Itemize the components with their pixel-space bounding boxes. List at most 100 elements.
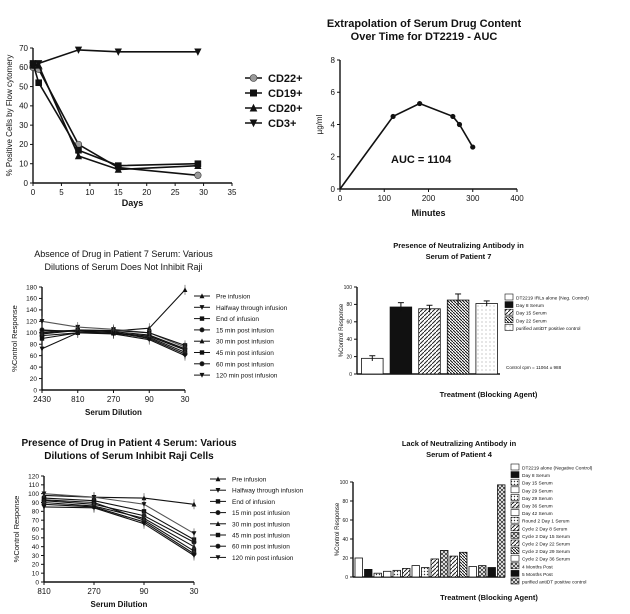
data-point (191, 553, 197, 559)
y-tick-label: 60 (346, 320, 352, 326)
data-point (194, 161, 202, 169)
y-tick-label: 0 (33, 387, 37, 394)
y-tick-label: 30 (32, 553, 40, 560)
chart-patient4-dilution: Presence of Drug in Patient 4 Serum: Var… (12, 438, 304, 609)
y-tick-label: 100 (28, 491, 39, 498)
legend-marker (215, 532, 221, 538)
data-point (182, 353, 188, 359)
chart-patient7-antibody: Presence of Neutralizing Antibody in Seru… (339, 241, 589, 399)
x-axis-title: Treatment (Blocking Agent) (440, 390, 538, 399)
chart-patient7-dilution: Absence of Drug in Patient 7 Serum: Vari… (10, 249, 288, 417)
x-tick-label: 2430 (33, 395, 51, 404)
y-tick-label: 80 (346, 302, 352, 308)
x-tick-label: 400 (510, 194, 524, 203)
y-tick-label: 20 (19, 140, 28, 149)
legend-label: Day 8 Serum (522, 473, 550, 479)
legend-swatch (510, 524, 520, 532)
y-axis-title: %Control Response (12, 496, 21, 563)
legend-label: Cycle 2 Day 22 Serum (522, 542, 570, 548)
legend-label: Day 22 Serum (516, 318, 547, 324)
legend-label: Day 29 Serum (522, 488, 553, 494)
legend-label: DT2219 alone (Negative Control) (522, 466, 593, 472)
y-tick-label: 0 (35, 579, 39, 586)
series-line (339, 102, 474, 190)
y-tick-label: 80 (342, 499, 348, 505)
chart-title-line: Presence of Neutralizing Antibody in (393, 241, 524, 250)
legend-label: Halfway through infusion (232, 488, 304, 495)
legend-label: Day 8 Serum (516, 303, 544, 309)
bar (459, 551, 468, 578)
y-tick-label: 50 (19, 82, 28, 91)
y-tick-label: 80 (30, 341, 38, 348)
x-tick-label: 90 (145, 395, 154, 404)
y-tick-label: 80 (32, 509, 40, 516)
data-point (390, 113, 396, 120)
legend-swatch (510, 486, 520, 494)
data-point (39, 336, 45, 341)
series-line (43, 494, 195, 505)
legend-label: DT2219 IRLs alone (Neg. Control) (516, 296, 589, 302)
chart-title-line: Serum of Patient 7 (426, 252, 492, 261)
data-point (141, 495, 147, 501)
chart-title-line: Lack of Neutralizing Antibody in (402, 439, 517, 448)
legend-label: purified antiDT positive control (522, 580, 586, 586)
x-tick-label: 20 (142, 188, 151, 197)
y-tick-label: 20 (342, 556, 348, 562)
legend-swatch (504, 293, 514, 301)
chart-title-line: Over Time for DT2219 - AUC (351, 31, 498, 43)
auc-annotation: AUC = 1104 (391, 154, 452, 166)
y-tick-label: 20 (30, 376, 38, 383)
chart-flow-cytometry: 0 10 20 30 40 50 60 70 0 5 10 15 20 25 30 35 Days % Posit… (5, 44, 303, 208)
y-tick-label: 40 (346, 337, 352, 343)
y-axis-title: %Control Response (10, 305, 19, 372)
bar (468, 566, 477, 578)
legend-swatch (504, 308, 514, 316)
legend-label: 45 min post infusion (232, 533, 290, 540)
bar (440, 550, 449, 578)
series-line (43, 503, 195, 555)
bar (421, 567, 430, 578)
legend-label: Cycle 2 Day 29 Serum (522, 549, 570, 555)
x-tick-label: 270 (87, 587, 101, 596)
control-note: Control cpm = 11064 ± 988 (506, 365, 562, 370)
data-point (182, 287, 188, 293)
legend-label: purified antiDT positive control (516, 326, 580, 332)
legend-marker (215, 510, 221, 516)
y-axis-title: %Control Response (335, 502, 341, 556)
legend-label: 60 min post infusion (216, 361, 274, 368)
legend-swatch (510, 570, 520, 577)
x-tick-label: 10 (85, 188, 94, 197)
series-line (32, 66, 198, 177)
x-tick-label: 25 (171, 188, 180, 197)
data-point (75, 330, 81, 336)
y-tick-label: 0 (331, 185, 336, 194)
legend-label: Cycle 2 Day 36 Serum (522, 557, 570, 563)
x-tick-label: 0 (31, 188, 36, 197)
bar (392, 569, 401, 578)
y-tick-label: 140 (26, 307, 37, 314)
legend-label: Round 2 Day 1 Serum (522, 519, 569, 525)
bar (389, 306, 413, 375)
y-tick-label: 40 (19, 102, 28, 111)
x-tick-label: 5 (59, 188, 64, 197)
y-tick-label: 30 (19, 121, 28, 130)
x-axis-title: Serum Dilution (91, 600, 148, 609)
y-tick-label: 100 (344, 285, 353, 291)
y-tick-label: 8 (331, 56, 336, 65)
data-point (114, 48, 122, 56)
data-point (39, 319, 45, 324)
legend-marker (215, 499, 221, 504)
legend-label: 15 min post infusion (216, 327, 274, 334)
y-tick-label: 120 (26, 319, 37, 326)
data-point (29, 62, 37, 70)
y-tick-label: 20 (32, 562, 40, 569)
x-tick-label: 300 (466, 194, 480, 203)
legend-swatch (510, 554, 520, 562)
y-axis-title: µg/ml (315, 114, 324, 134)
legend-label: Day 15 Serum (516, 311, 547, 317)
y-axis-title: % Positive Cells by Flow cytomery (5, 55, 14, 177)
x-axis-title: Serum Dilution (85, 408, 142, 417)
y-tick-label: 4 (331, 120, 336, 129)
data-point (74, 152, 83, 160)
